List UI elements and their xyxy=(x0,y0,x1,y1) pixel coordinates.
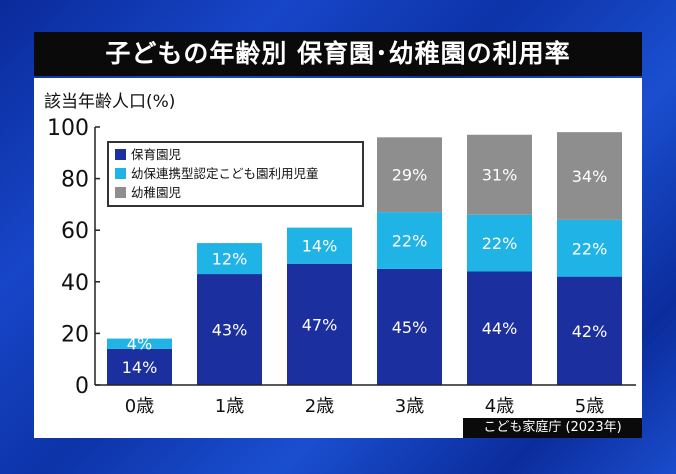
bar-segment xyxy=(197,243,262,275)
y-tick-label: 0 xyxy=(75,374,89,399)
legend-label: 幼稚園児 xyxy=(131,185,182,200)
source-label: こども家庭庁 (2023年) xyxy=(463,418,642,438)
bar-segment xyxy=(377,137,442,213)
data-label: 31% xyxy=(482,166,518,185)
y-tick-label: 100 xyxy=(47,116,89,141)
data-label: 43% xyxy=(212,321,248,340)
y-tick-label: 60 xyxy=(61,219,89,244)
chart-title: 子どもの年齢別 保育園･幼稚園の利用率 xyxy=(34,32,642,76)
legend-item: 幼稚園児 xyxy=(115,183,356,202)
bar-segment xyxy=(557,276,622,385)
bar-segment xyxy=(377,212,442,269)
bar-segment xyxy=(287,263,352,385)
data-label: 22% xyxy=(572,239,608,258)
bar-segment xyxy=(107,338,172,349)
legend-item: 幼保連携型認定こども園利用児童 xyxy=(115,164,356,183)
y-tick-label: 80 xyxy=(61,168,89,193)
bar-segment xyxy=(467,214,532,272)
y-tick-label: 40 xyxy=(61,271,89,296)
data-label: 42% xyxy=(572,322,608,341)
x-tick-label: 4歳 xyxy=(485,396,514,417)
x-tick-label: 5歳 xyxy=(575,396,604,417)
y-axis-label: 該当年齢人口(%) xyxy=(44,92,176,112)
data-label: 22% xyxy=(482,234,518,253)
bar-segment xyxy=(377,268,442,385)
data-label: 29% xyxy=(392,166,428,185)
data-label: 14% xyxy=(122,358,158,377)
legend-label: 幼保連携型認定こども園利用児童 xyxy=(131,166,319,181)
x-tick-label: 1歳 xyxy=(215,396,244,417)
data-label: 14% xyxy=(302,237,338,256)
data-label: 34% xyxy=(572,167,608,186)
legend-swatch xyxy=(115,187,126,198)
legend-label: 保育園児 xyxy=(131,147,182,162)
y-tick-label: 20 xyxy=(61,322,89,347)
data-label: 4% xyxy=(127,335,152,354)
x-tick-label: 3歳 xyxy=(395,396,424,417)
bar-segment xyxy=(107,348,172,385)
bar-segment xyxy=(197,274,262,385)
data-label: 44% xyxy=(482,319,518,338)
data-label: 12% xyxy=(212,250,248,269)
bar-segment xyxy=(467,134,532,215)
data-label: 22% xyxy=(392,232,428,251)
bar-segment xyxy=(557,132,622,220)
legend: 保育園児 幼保連携型認定こども園利用児童 幼稚園児 xyxy=(107,141,364,207)
x-tick-label: 0歳 xyxy=(125,396,154,417)
legend-swatch xyxy=(115,168,126,179)
bar-segment xyxy=(467,271,532,385)
x-tick-label: 2歳 xyxy=(305,396,334,417)
bar-segment xyxy=(287,227,352,264)
legend-swatch xyxy=(115,149,126,160)
bar-segment xyxy=(557,219,622,277)
data-label: 47% xyxy=(302,315,338,334)
legend-item: 保育園児 xyxy=(115,145,356,164)
data-label: 45% xyxy=(392,318,428,337)
